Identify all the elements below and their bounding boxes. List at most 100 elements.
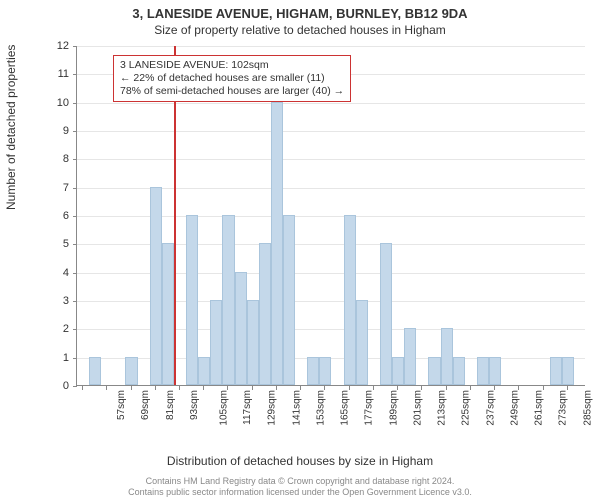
x-tick-label: 201sqm — [412, 390, 423, 426]
x-tick — [518, 386, 519, 390]
histogram-bar — [150, 187, 162, 385]
chart-subtitle: Size of property relative to detached ho… — [0, 23, 600, 37]
y-tick-label: 11 — [29, 68, 69, 80]
histogram-bar — [222, 215, 234, 385]
x-tick — [203, 386, 204, 390]
x-tick-label: 69sqm — [140, 390, 151, 420]
y-axis-label: Number of detached properties — [4, 45, 18, 210]
x-tick — [300, 386, 301, 390]
callout-line: 3 LANESIDE AVENUE: 102sqm — [120, 59, 344, 72]
histogram-bar — [319, 357, 331, 385]
y-tick-label: 12 — [29, 40, 69, 52]
x-tick-label: 285sqm — [582, 390, 593, 426]
histogram-bar — [125, 357, 137, 385]
x-tick-label: 273sqm — [558, 390, 569, 426]
x-tick — [252, 386, 253, 390]
x-tick — [543, 386, 544, 390]
histogram-bar — [550, 357, 562, 385]
y-tick — [73, 329, 77, 330]
x-tick-label: 165sqm — [340, 390, 351, 426]
histogram-bar — [89, 357, 101, 385]
y-tick-label: 8 — [29, 153, 69, 165]
y-tick-label: 7 — [29, 182, 69, 194]
x-tick-label: 213sqm — [437, 390, 448, 426]
x-tick — [349, 386, 350, 390]
histogram-bar — [404, 328, 416, 385]
histogram-bar — [235, 272, 247, 385]
histogram-bar — [283, 215, 295, 385]
x-tick — [106, 386, 107, 390]
x-tick-label: 105sqm — [219, 390, 230, 426]
plot-outer: 3 LANESIDE AVENUE: 102sqm← 22% of detach… — [76, 46, 585, 386]
histogram-bar — [356, 300, 368, 385]
x-tick-label: 93sqm — [189, 390, 200, 420]
x-tick — [324, 386, 325, 390]
x-tick-label: 225sqm — [461, 390, 472, 426]
footer-attribution: Contains HM Land Registry data © Crown c… — [0, 476, 600, 498]
histogram-bar — [271, 102, 283, 385]
histogram-bar — [259, 243, 271, 385]
histogram-bar — [489, 357, 501, 385]
x-tick — [276, 386, 277, 390]
x-tick-label: 261sqm — [534, 390, 545, 426]
y-tick-label: 1 — [29, 352, 69, 364]
x-tick — [82, 386, 83, 390]
y-tick-label: 4 — [29, 267, 69, 279]
plot-area: 3 LANESIDE AVENUE: 102sqm← 22% of detach… — [76, 46, 585, 386]
histogram-bar — [344, 215, 356, 385]
histogram-bar — [477, 357, 489, 385]
callout-line: 78% of semi-detached houses are larger (… — [120, 85, 344, 98]
x-tick-label: 189sqm — [388, 390, 399, 426]
y-tick — [73, 358, 77, 359]
x-tick-label: 141sqm — [291, 390, 302, 426]
x-tick-label: 237sqm — [485, 390, 496, 426]
chart-container: 3, LANESIDE AVENUE, HIGHAM, BURNLEY, BB1… — [0, 0, 600, 500]
chart-area: 3 LANESIDE AVENUE: 102sqm← 22% of detach… — [50, 46, 585, 426]
footer-line-2: Contains public sector information licen… — [128, 487, 472, 497]
histogram-bar — [210, 300, 222, 385]
histogram-bar — [380, 243, 392, 385]
y-tick — [73, 131, 77, 132]
x-tick-label: 153sqm — [316, 390, 327, 426]
histogram-bar — [186, 215, 198, 385]
callout-box: 3 LANESIDE AVENUE: 102sqm← 22% of detach… — [113, 55, 351, 102]
x-tick — [179, 386, 180, 390]
y-tick — [73, 188, 77, 189]
gridline — [77, 103, 585, 104]
y-tick — [73, 244, 77, 245]
x-tick — [131, 386, 132, 390]
x-tick — [446, 386, 447, 390]
gridline — [77, 159, 585, 160]
histogram-bar — [428, 357, 440, 385]
histogram-bar — [247, 300, 259, 385]
x-tick-label: 57sqm — [116, 390, 127, 420]
gridline — [77, 131, 585, 132]
x-tick — [421, 386, 422, 390]
title-block: 3, LANESIDE AVENUE, HIGHAM, BURNLEY, BB1… — [0, 0, 600, 37]
y-tick — [73, 103, 77, 104]
histogram-bar — [307, 357, 319, 385]
y-tick — [73, 216, 77, 217]
y-tick — [73, 46, 77, 47]
x-tick-label: 81sqm — [165, 390, 176, 420]
y-tick-label: 2 — [29, 323, 69, 335]
x-tick-label: 249sqm — [509, 390, 520, 426]
y-tick — [73, 301, 77, 302]
y-tick — [73, 74, 77, 75]
y-tick-label: 0 — [29, 380, 69, 392]
y-tick-label: 9 — [29, 125, 69, 137]
x-tick — [470, 386, 471, 390]
x-tick — [155, 386, 156, 390]
chart-title: 3, LANESIDE AVENUE, HIGHAM, BURNLEY, BB1… — [0, 6, 600, 21]
histogram-bar — [162, 243, 174, 385]
y-tick-label: 6 — [29, 210, 69, 222]
callout-line: ← 22% of detached houses are smaller (11… — [120, 72, 344, 85]
x-tick — [227, 386, 228, 390]
x-axis-label: Distribution of detached houses by size … — [0, 454, 600, 468]
gridline — [77, 46, 585, 47]
y-tick — [73, 273, 77, 274]
x-tick — [397, 386, 398, 390]
y-tick-label: 10 — [29, 97, 69, 109]
x-tick — [494, 386, 495, 390]
histogram-bar — [441, 328, 453, 385]
